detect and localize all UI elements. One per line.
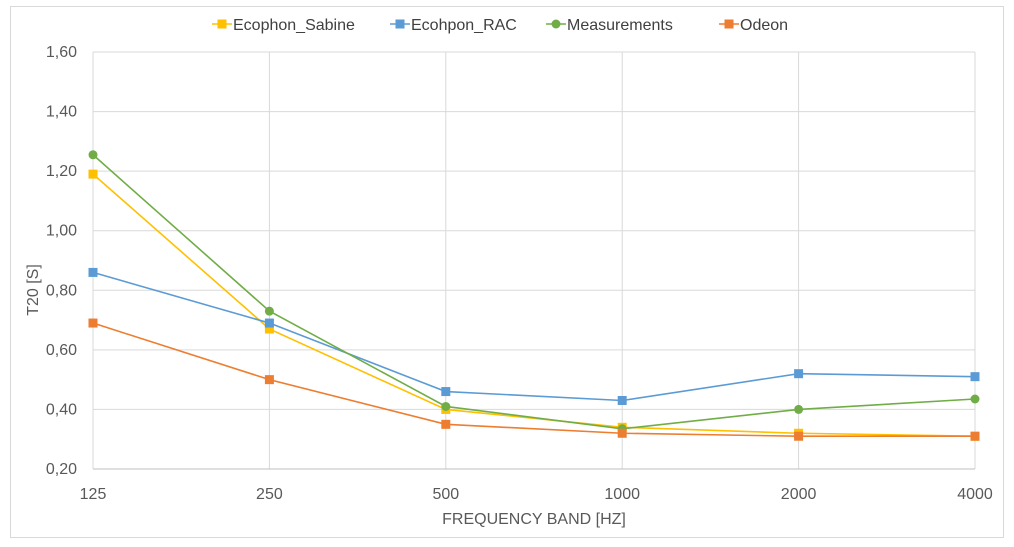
x-tick-label: 125 [80, 486, 107, 503]
data-point-odeon [264, 375, 274, 385]
data-point-ecohpon-rac [970, 372, 980, 382]
x-tick-label: 1000 [604, 486, 640, 503]
x-axis-title: FREQUENCY BAND [HZ] [442, 511, 626, 528]
data-point-ecohpon-rac [617, 395, 627, 405]
legend-item-ecophon-sabine: Ecophon_Sabine [212, 17, 355, 34]
data-point-measurements [970, 394, 980, 404]
y-tick-label: 1,60 [46, 44, 77, 61]
x-tick-label: 2000 [781, 486, 817, 503]
data-point-odeon [794, 431, 804, 441]
series-layer [88, 150, 980, 441]
gridlines [92, 51, 976, 469]
legend: Ecophon_Sabine Ecohpon_RAC Measurements Ode… [212, 17, 788, 34]
series-odeon [88, 318, 980, 441]
y-tick-label: 1,00 [46, 223, 77, 240]
data-point-ecohpon-rac [794, 369, 804, 379]
data-point-odeon [441, 419, 451, 429]
legend-marker [724, 19, 734, 29]
data-point-ecohpon-rac [88, 267, 98, 277]
data-point-ecohpon-rac [441, 387, 451, 397]
y-tick-label: 1,40 [46, 104, 77, 121]
data-point-ecohpon-rac [264, 318, 274, 328]
x-tick-label: 500 [432, 486, 459, 503]
y-tick-label: 0,20 [46, 461, 77, 478]
axes: 0,20 0,40 0,60 0,80 1,00 1,20 1,40 1,60 125 250 50… [46, 44, 993, 503]
data-point-measurements [794, 404, 804, 414]
y-tick-label: 0,60 [46, 342, 77, 359]
y-tick-label: 1,20 [46, 163, 77, 180]
data-point-ecophon-sabine [88, 169, 98, 179]
chart-area [10, 6, 1004, 538]
legend-label: Odeon [740, 17, 788, 34]
y-tick-label: 0,80 [46, 282, 77, 299]
legend-marker [217, 19, 227, 29]
series-line-odeon [92, 322, 975, 438]
legend-item-ecohpon-rac: Ecohpon_RAC [390, 17, 517, 34]
legend-marker [551, 19, 561, 29]
data-point-odeon [88, 318, 98, 328]
x-tick-label: 250 [256, 486, 283, 503]
data-point-ecophon-sabine [264, 324, 274, 334]
series-line-ecophon-sabine [92, 173, 976, 438]
x-tick-label: 4000 [957, 486, 993, 503]
data-point-odeon [970, 431, 980, 441]
series-line-ecohpon-rac [92, 271, 976, 402]
legend-item-odeon: Odeon [719, 17, 788, 34]
y-axis-title: T20 [S] [25, 264, 42, 316]
series-measurements [88, 150, 980, 434]
legend-label: Ecohpon_RAC [411, 17, 517, 34]
data-point-measurements [441, 401, 451, 411]
data-point-measurements [88, 150, 98, 160]
series-ecohpon-rac [88, 267, 980, 405]
legend-item-measurements: Measurements [546, 17, 673, 34]
data-point-measurements [264, 306, 274, 316]
series-ecophon-sabine [88, 169, 980, 441]
data-point-odeon [617, 428, 627, 438]
series-line-measurements [92, 154, 976, 430]
legend-label: Ecophon_Sabine [233, 17, 355, 34]
y-tick-label: 0,40 [46, 401, 77, 418]
legend-marker [395, 19, 405, 29]
legend-label: Measurements [567, 17, 673, 34]
